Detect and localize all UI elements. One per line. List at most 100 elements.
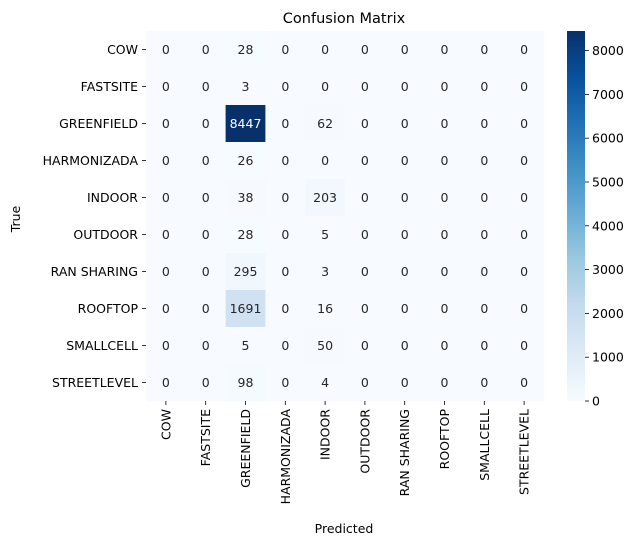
- chart-title: Confusion Matrix: [283, 11, 406, 27]
- heatmap-cell: [464, 105, 505, 143]
- cell-value-label: 3: [321, 264, 329, 279]
- heatmap-cell: [424, 290, 465, 328]
- heatmap-cell: [504, 327, 545, 365]
- cell-value-label: 0: [401, 338, 409, 353]
- heatmap-cell: [345, 105, 386, 143]
- cell-value-label: 0: [441, 375, 449, 390]
- cell-value-label: 1691: [230, 301, 262, 316]
- heatmap-cell: [265, 216, 306, 254]
- cell-value-label: 38: [238, 190, 254, 205]
- cell-value-label: 0: [361, 79, 369, 94]
- cell-value-label: 0: [162, 79, 170, 94]
- heatmap-cell: [225, 290, 266, 328]
- cell-value-label: 0: [401, 190, 409, 205]
- heatmap-cell: [305, 364, 346, 402]
- cell-value-label: 0: [202, 227, 210, 242]
- heatmap-cell: [265, 68, 306, 106]
- x-tick-label: HARMONIZADA: [278, 409, 293, 505]
- heatmap-cell: [384, 216, 426, 254]
- cell-value-label: 28: [238, 42, 254, 57]
- heatmap-cell: [384, 105, 426, 143]
- x-tick-label: STREETLEVEL: [517, 409, 532, 495]
- y-tick-label: COW: [107, 42, 138, 57]
- y-tick-label: RAN SHARING: [51, 264, 138, 279]
- x-tick-label: FASTSITE: [198, 409, 213, 466]
- heatmap-cell: [305, 327, 346, 365]
- heatmap-cell: [185, 364, 227, 402]
- cell-value-label: 0: [202, 264, 210, 279]
- heatmap-cell: [384, 290, 426, 328]
- cell-value-label: 0: [520, 375, 528, 390]
- cell-value-label: 0: [162, 153, 170, 168]
- heatmap-cells: [146, 31, 545, 402]
- cell-value-label: 0: [520, 190, 528, 205]
- heatmap-cell: [504, 179, 545, 217]
- heatmap-cell: [225, 31, 266, 69]
- heatmap-cell: [504, 216, 545, 254]
- cell-value-label: 0: [520, 338, 528, 353]
- cell-value-label: 0: [162, 42, 170, 57]
- heatmap-cell: [185, 31, 227, 69]
- heatmap-cell: [305, 105, 346, 143]
- heatmap-cell: [185, 105, 227, 143]
- heatmap-cell: [464, 179, 505, 217]
- colorbar-tick-label: 7000: [592, 87, 624, 102]
- cell-value-label: 0: [361, 227, 369, 242]
- heatmap-cell: [424, 364, 465, 402]
- heatmap-cell: [265, 142, 306, 180]
- heatmap-cell: [345, 253, 386, 291]
- cell-value-label: 203: [313, 190, 337, 205]
- cell-value-label: 0: [361, 301, 369, 316]
- y-tick-label: FASTSITE: [81, 79, 138, 94]
- heatmap-cell: [384, 179, 426, 217]
- heatmap-cell: [225, 179, 266, 217]
- cell-value-label: 3: [242, 79, 250, 94]
- heatmap-cell: [146, 216, 187, 254]
- heatmap-cell: [225, 216, 266, 254]
- cell-value-label: 0: [202, 79, 210, 94]
- cell-value-label: 0: [361, 153, 369, 168]
- heatmap-cell: [146, 327, 187, 365]
- cell-value-label: 0: [401, 227, 409, 242]
- x-axis-label: Predicted: [315, 521, 374, 536]
- cell-value-label: 26: [238, 153, 254, 168]
- heatmap-cell: [146, 68, 187, 106]
- cell-value-label: 0: [480, 153, 488, 168]
- heatmap-cell: [305, 290, 346, 328]
- colorbar-tick-label: 8000: [592, 43, 624, 58]
- cell-value-label: 5: [242, 338, 250, 353]
- cell-value-label: 0: [441, 227, 449, 242]
- heatmap-cell: [345, 216, 386, 254]
- heatmap-cell: [424, 68, 465, 106]
- x-tick-label: SMALLCELL: [477, 409, 492, 481]
- cell-value-label: 0: [520, 79, 528, 94]
- cell-value-label: 0: [401, 153, 409, 168]
- heatmap-cell: [464, 68, 505, 106]
- heatmap-cell: [504, 31, 545, 69]
- cell-value-label: 0: [441, 190, 449, 205]
- colorbar: 0 1000 2000 3000 4000 5000 6000 7000 8000: [567, 31, 624, 409]
- heatmap-cell: [146, 105, 187, 143]
- heatmap-cell: [345, 31, 386, 69]
- heatmap-cell: [225, 253, 266, 291]
- cell-value-label: 0: [441, 42, 449, 57]
- heatmap-cell: [185, 179, 227, 217]
- heatmap-cell: [225, 142, 266, 180]
- cell-value-label: 0: [162, 375, 170, 390]
- heatmap-cell: [345, 290, 386, 328]
- cell-value-label: 0: [480, 227, 488, 242]
- heatmap-cell: [384, 364, 426, 402]
- heatmap-cell: [464, 31, 505, 69]
- colorbar-tick-label: 2000: [592, 306, 624, 321]
- y-tick-label: GREENFIELD: [59, 116, 138, 131]
- heatmap-cell: [185, 142, 227, 180]
- heatmap-cell: [265, 327, 306, 365]
- heatmap-cell: [265, 105, 306, 143]
- cell-value-label: 0: [281, 264, 289, 279]
- heatmap-cell: [146, 179, 187, 217]
- cell-value-label: 0: [401, 301, 409, 316]
- y-axis: COW FASTSITE GREENFIELD HARMONIZADA INDOOR OU…: [43, 42, 146, 390]
- cell-value-label: 0: [281, 338, 289, 353]
- heatmap-cell: [146, 290, 187, 328]
- y-tick-label: OUTDOOR: [73, 227, 138, 242]
